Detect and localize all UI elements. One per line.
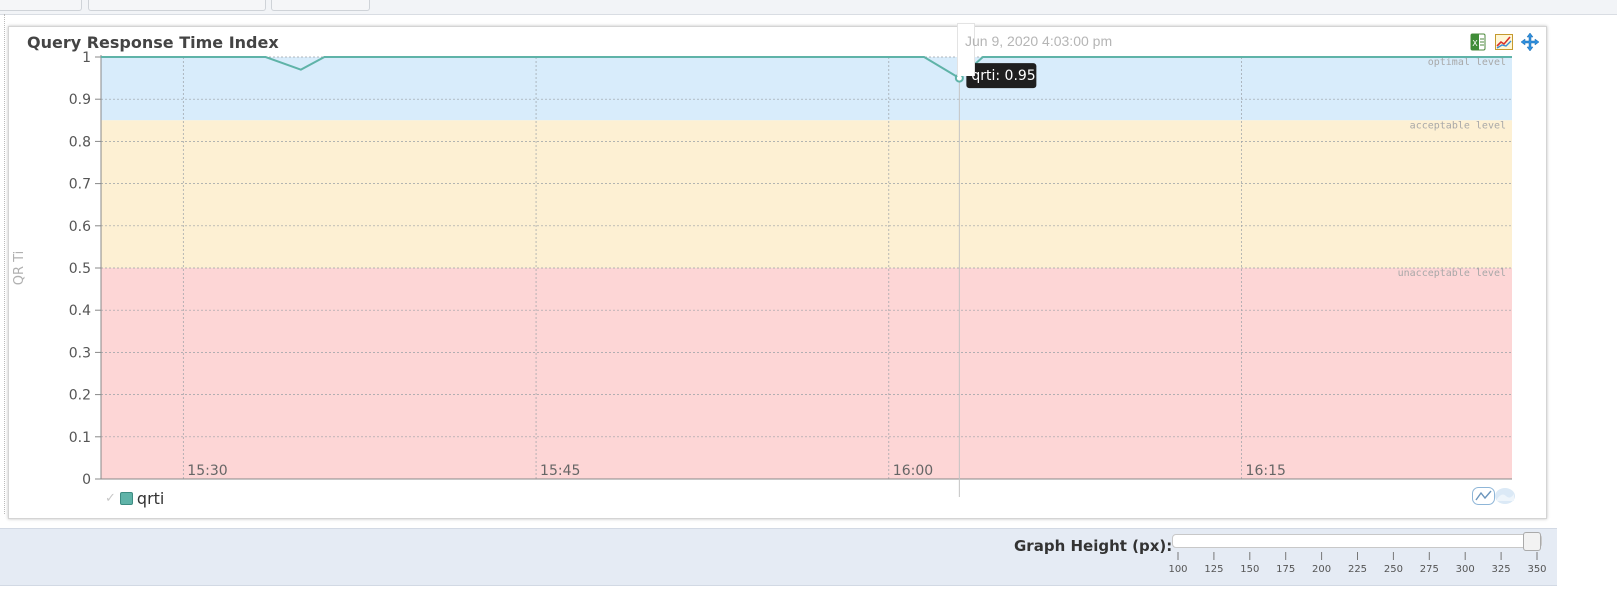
chart-title: Query Response Time Index [27,33,279,52]
scale-tick-label: 250 [1384,564,1403,575]
x-tick-label: 16:00 [893,463,933,479]
y-tick-label: 0.2 [69,388,91,404]
band-label-acceptable-level: acceptable level [1410,120,1506,131]
scale-tick-label: 100 [1168,564,1187,575]
tooltip-box [966,63,1037,89]
y-tick-label: 0.8 [69,134,91,150]
graph-height-label: Graph Height (px): [1014,537,1173,555]
left-edge [0,14,5,514]
y-tick-label: 0.1 [69,430,91,446]
scale-tick-label: 225 [1348,564,1367,575]
top-tab-2[interactable] [88,0,266,11]
tooltip-text: qrti: 0.95 [971,68,1035,84]
top-tab-3[interactable] [271,0,370,11]
line-area-toggle-icon[interactable] [1472,485,1516,507]
band-optimal-level [101,57,1512,121]
y-tick-label: 0.7 [69,177,91,193]
scale-tick-label: 175 [1276,564,1295,575]
graph-height-slider[interactable] [1172,532,1542,551]
x-tick-label: 15:45 [540,463,580,479]
series-line-qrti [101,56,1512,80]
footer-divider [0,585,1557,586]
legend-label-qrti[interactable]: qrti [136,489,165,508]
scale-tick-label: 275 [1420,564,1439,575]
scale-tick-label: 150 [1240,564,1259,575]
chart-toolbar: X [1468,32,1540,52]
y-tick-label: 0.3 [69,345,91,361]
graph-height-slider-handle[interactable] [1523,532,1541,551]
scale-tick-label: 350 [1527,564,1546,575]
y-tick-label: 0.6 [69,219,91,235]
band-acceptable-level [101,120,1512,268]
y-tick-label: 0 [82,472,91,488]
chart-type-icon[interactable] [1494,32,1514,52]
y-tick-label: 0.4 [69,303,91,319]
x-tick-label: 16:15 [1246,463,1286,479]
chart-panel: optimal level acceptable level unacceptabl… [8,23,1547,519]
move-icon[interactable] [1520,32,1540,52]
svg-text:X: X [1472,39,1478,48]
crosshair-timestamp: Jun 9, 2020 4:03:00 pm [965,33,1113,49]
y-tick-label: 0.9 [69,92,91,108]
graph-height-bar: Graph Height (px): 100 125 150 175 200 225 250… [0,528,1557,585]
graph-height-scale: 100 125 150 175 200 225 250 275 300 325 350 [1168,552,1547,575]
top-strip [0,0,1617,15]
scale-tick-label: 325 [1492,564,1511,575]
timestamp-box [957,23,975,76]
legend-check-icon[interactable]: ✓ [105,491,116,506]
y-tick-label: 0.5 [69,261,91,277]
chart-svg: optimal level acceptable level unacceptabl… [12,50,1512,497]
top-tab-1[interactable] [0,0,82,11]
chart-legend: ✓ qrti [105,489,164,508]
scale-tick-label: 125 [1204,564,1223,575]
x-tick-label: 15:30 [187,463,227,479]
legend-swatch-qrti[interactable] [119,492,133,505]
excel-export-icon[interactable]: X [1468,32,1488,52]
y-axis-label: QR Ti [12,251,27,286]
band-label-optimal-level: optimal level [1428,57,1506,68]
y-tick-label: 1 [82,50,91,66]
scale-tick-label: 200 [1312,564,1331,575]
scale-tick-label: 300 [1456,564,1475,575]
band-unacceptable-level [101,268,1512,479]
band-label-unacceptable-level: unacceptable level [1398,268,1506,279]
